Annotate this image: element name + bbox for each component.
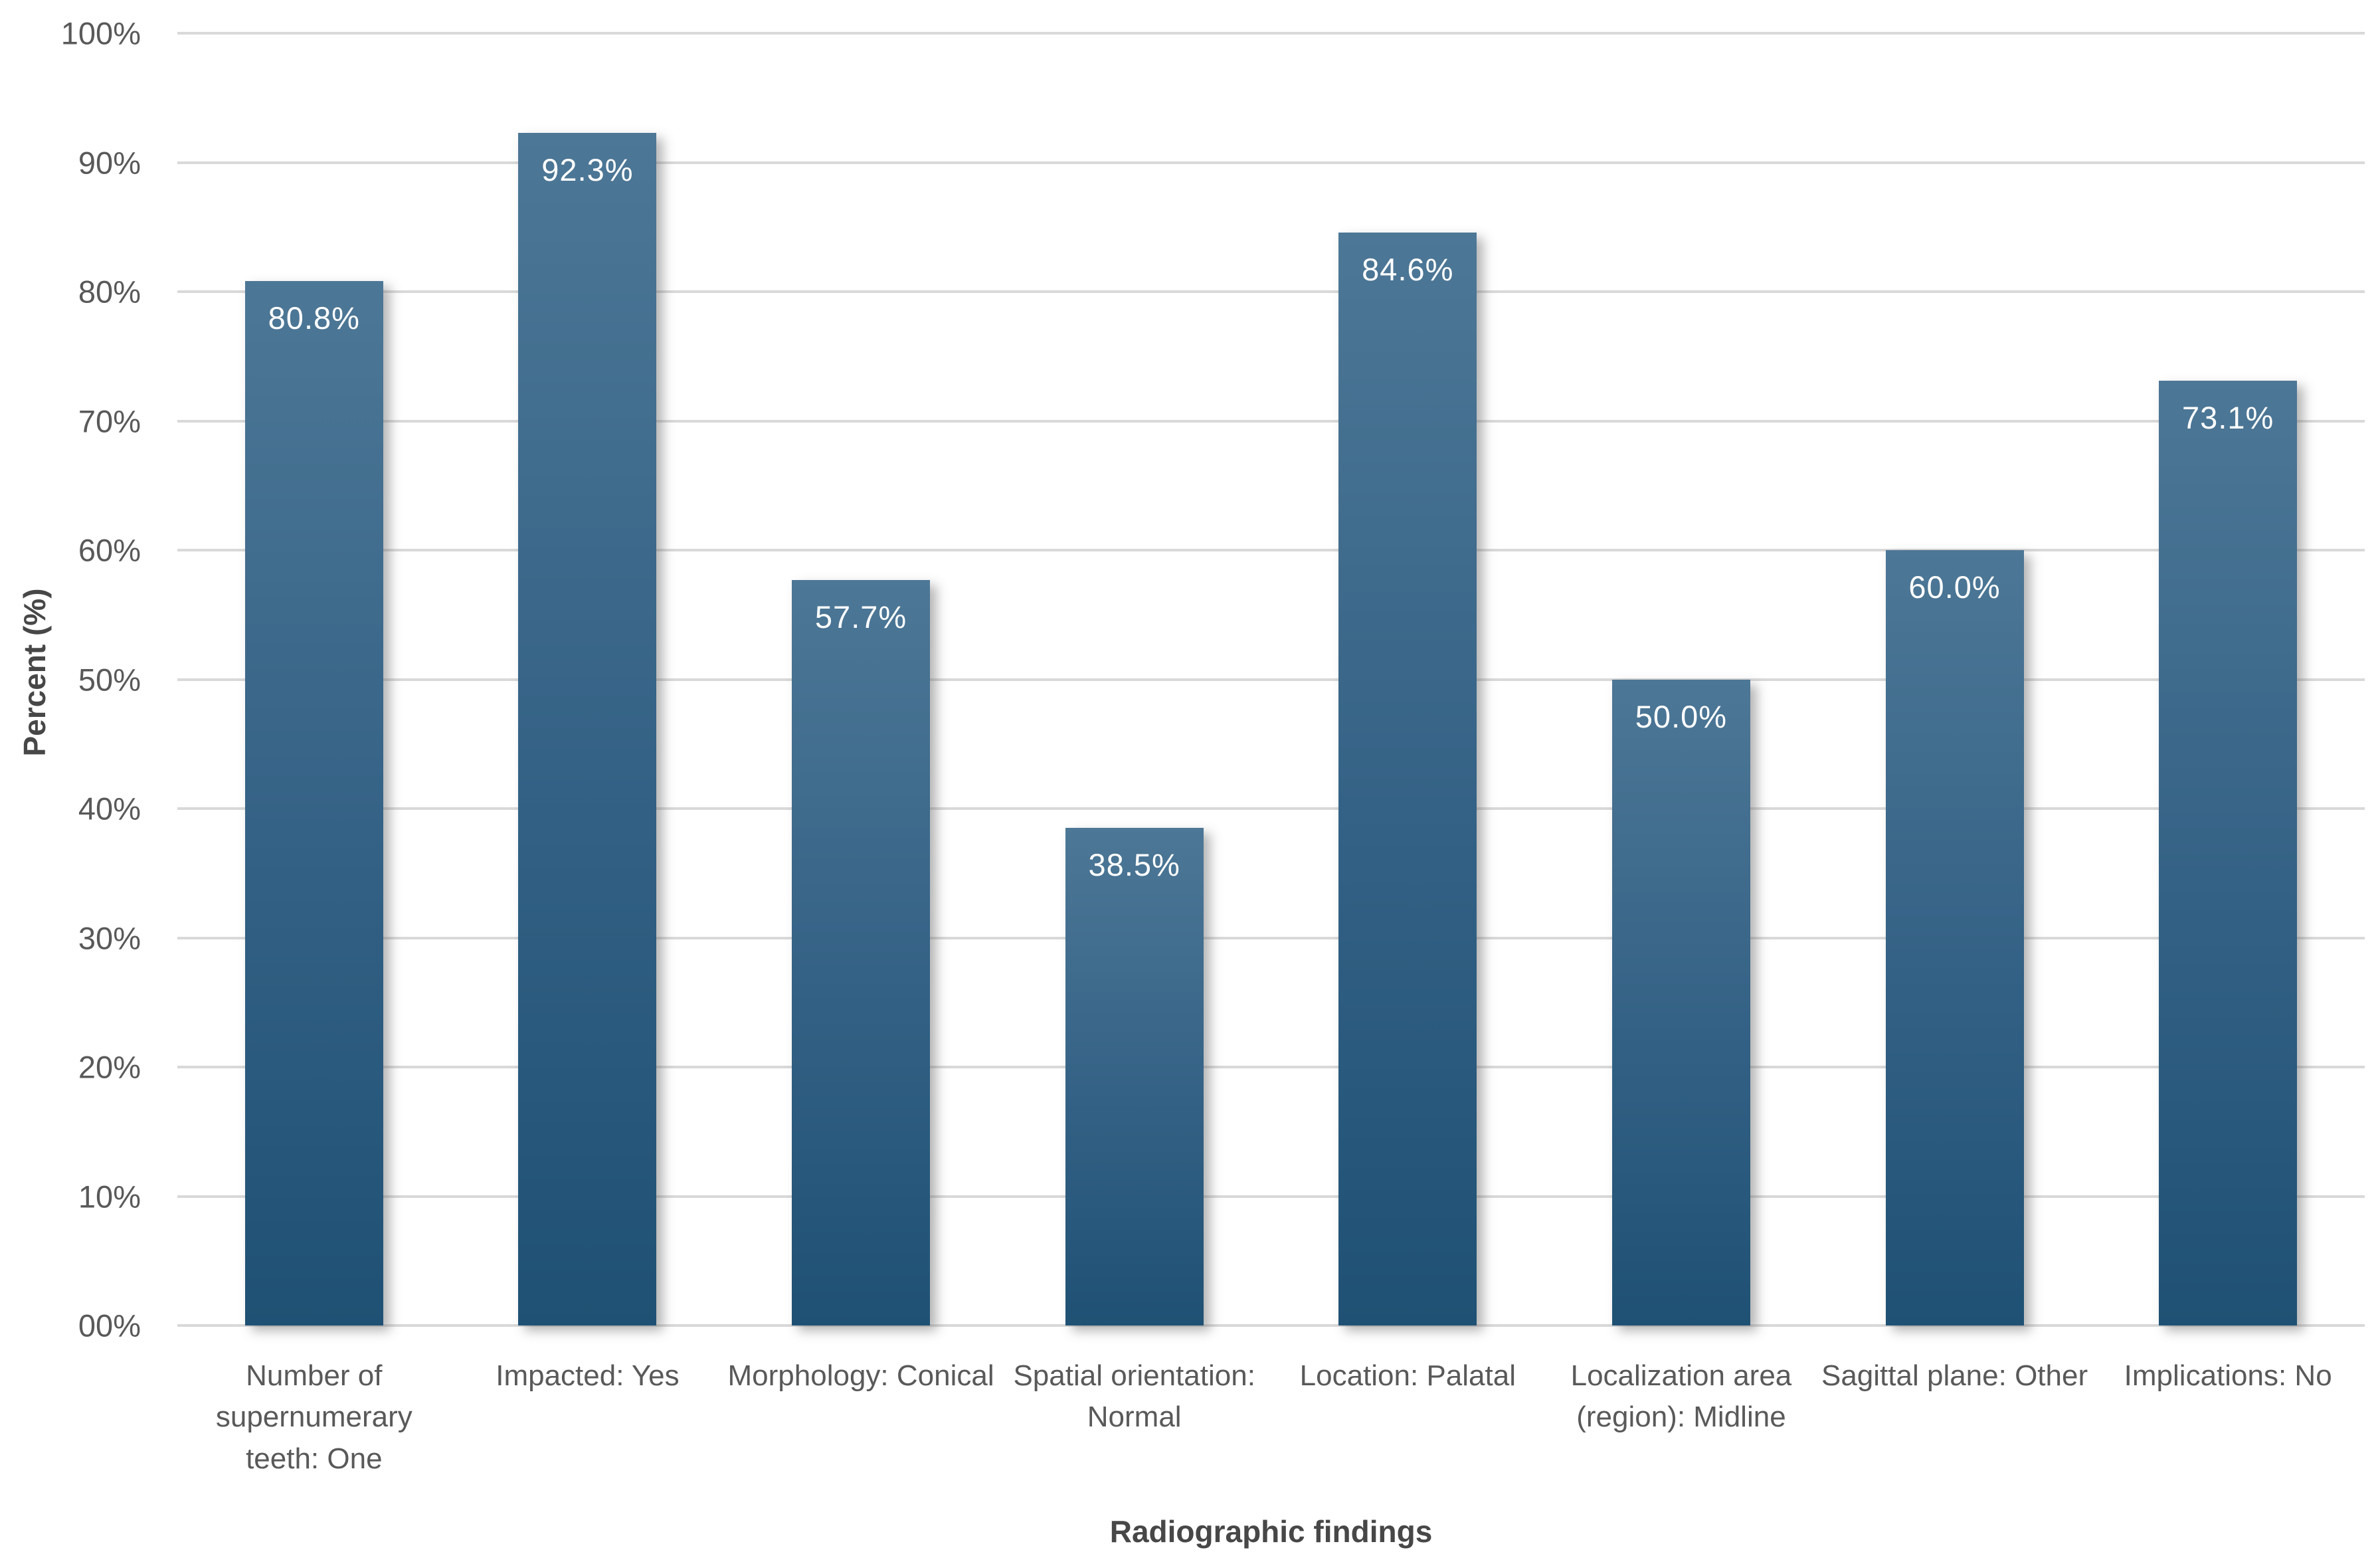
y-tick-label: 70% [78, 403, 141, 439]
y-tick-label: 20% [78, 1049, 141, 1085]
bar: 60.0% [1885, 550, 2024, 1325]
bar-value-label: 38.5% [1088, 847, 1180, 883]
gridline [177, 419, 2365, 423]
y-tick-label: 10% [78, 1179, 141, 1214]
category-label: Impacted: Yes [496, 1359, 680, 1392]
gridline [177, 678, 2365, 681]
gridline [177, 549, 2365, 551]
plot-area: 80.8% 92.3% 57.7% 38.5% 84.6% 50.0% 60.0% 73.1% [177, 32, 2365, 1327]
gridline [177, 290, 2365, 293]
x-axis-category-labels: Number of supernumerary teeth: One Impact… [177, 1355, 2365, 1508]
gridline [177, 1324, 2365, 1327]
y-tick-label: 50% [78, 662, 141, 697]
bar-value-label: 57.7% [814, 599, 907, 635]
category-label: Implications: No [2124, 1359, 2332, 1392]
y-tick-label: 90% [78, 145, 141, 180]
y-axis-tick-labels: 00% 10% 20% 30% 40% 50% 60% 70% 80% 90% 100% [0, 16, 141, 1343]
y-tick-label: 100% [60, 15, 141, 51]
bar: 80.8% [244, 281, 383, 1325]
category-label: Morphology: Conical [727, 1359, 994, 1392]
bar: 84.6% [1338, 232, 1477, 1325]
category-label: Sagittal plane: Other [1821, 1359, 2088, 1392]
gridline [177, 1066, 2365, 1068]
gridline [177, 807, 2365, 810]
category-label: Spatial orientation: Normal [1013, 1359, 1255, 1434]
bar-value-label: 60.0% [1908, 569, 2001, 605]
bar: 92.3% [518, 132, 657, 1325]
category-label: Location: Palatal [1299, 1359, 1516, 1392]
gridline [177, 936, 2365, 939]
gridline [177, 32, 2365, 35]
bar: 57.7% [792, 579, 931, 1325]
bar-value-label: 80.8% [268, 300, 360, 336]
y-tick-label: 00% [78, 1308, 141, 1343]
y-tick-label: 80% [78, 274, 141, 310]
bar: 50.0% [1611, 679, 1750, 1325]
gridline [177, 1195, 2365, 1198]
bar: 73.1% [2159, 381, 2298, 1325]
bar-value-label: 73.1% [2182, 400, 2274, 436]
bar-value-label: 84.6% [1362, 251, 1454, 287]
y-tick-label: 30% [78, 920, 141, 955]
y-tick-label: 60% [78, 532, 141, 568]
gridline [177, 161, 2365, 164]
y-tick-label: 40% [78, 791, 141, 827]
category-label: Localization area (region): Midline [1570, 1359, 1792, 1434]
bar-value-label: 50.0% [1635, 698, 1728, 734]
bar: 38.5% [1065, 828, 1204, 1325]
x-axis-title: Radiographic findings [1109, 1514, 1433, 1549]
category-label: Number of supernumerary teeth: One [215, 1359, 412, 1475]
bar-value-label: 92.3% [541, 151, 634, 187]
